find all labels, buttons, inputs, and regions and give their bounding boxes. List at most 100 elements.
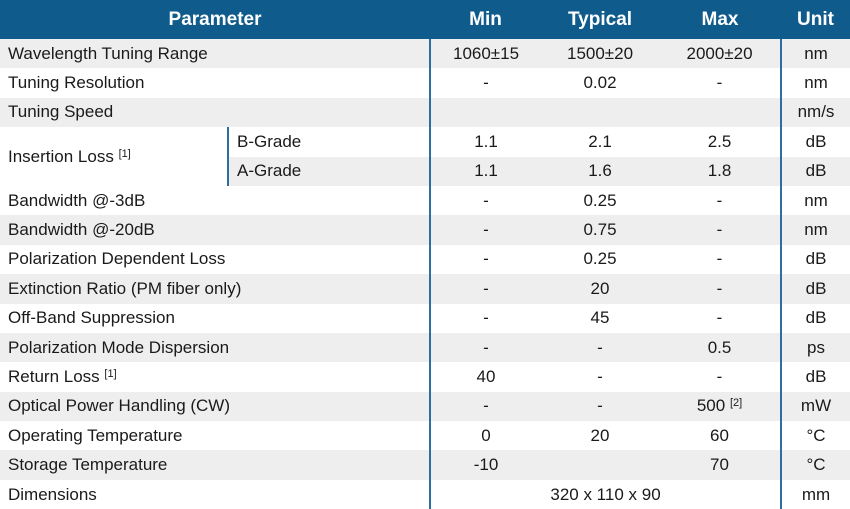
param-label: Storage Temperature	[0, 450, 431, 480]
max-value: -	[659, 215, 782, 245]
typical-value	[541, 450, 660, 480]
unit-value: ps	[780, 332, 850, 363]
table-row: Return Loss [1] 40 - - dB	[0, 362, 850, 392]
unit-value: dB	[780, 127, 850, 157]
header-min: Min	[430, 0, 542, 39]
max-value: 60	[659, 421, 782, 451]
min-value: -	[429, 68, 542, 98]
max-value: -	[659, 68, 782, 98]
max-value: 70	[659, 450, 782, 480]
param-label: Bandwidth @-3dB	[0, 185, 431, 216]
max-value: -	[659, 185, 782, 216]
param-label: Bandwidth @-20dB	[0, 215, 431, 245]
unit-value: nm	[780, 185, 850, 216]
unit-value: °C	[780, 421, 850, 451]
unit-value: dB	[780, 274, 850, 304]
param-label: Off-Band Suppression	[0, 303, 431, 333]
min-value: -	[429, 332, 542, 363]
table-row: Bandwidth @-3dB - 0.25 - nm	[0, 185, 850, 216]
header-parameter: Parameter	[0, 0, 431, 39]
header-unit: Unit	[781, 0, 850, 39]
unit-value: nm	[780, 215, 850, 245]
header-row: Parameter Min Typical Max Unit	[0, 0, 850, 39]
table-row: Operating Temperature 0 20 60 °C	[0, 421, 850, 451]
min-value: -10	[429, 450, 542, 480]
max-value: -	[659, 274, 782, 304]
min-value: -	[429, 185, 542, 216]
max-value: 1.8	[659, 156, 782, 186]
param-label: Dimensions	[0, 479, 431, 509]
param-label-return-loss: Return Loss [1]	[0, 362, 431, 392]
typical-value: 0.02	[541, 68, 660, 98]
unit-value: mW	[780, 391, 850, 422]
table-row: Polarization Dependent Loss - 0.25 - dB	[0, 244, 850, 275]
table-row: Storage Temperature -10 70 °C	[0, 450, 850, 480]
min-value: -	[429, 391, 542, 422]
min-value: -	[429, 303, 542, 333]
param-label: Tuning Resolution	[0, 68, 431, 98]
param-label: Return Loss	[8, 366, 100, 386]
param-label: Wavelength Tuning Range	[0, 39, 431, 69]
min-value: 1060±15	[429, 39, 542, 69]
unit-value: dB	[780, 303, 850, 333]
unit-value: dB	[780, 156, 850, 186]
sub-param-label: A-Grade	[226, 156, 431, 186]
min-value: -	[429, 244, 542, 275]
unit-value: mm	[780, 479, 850, 509]
max-value-cell: 500 [2]	[659, 391, 782, 422]
typical-value: 0.25	[541, 185, 660, 216]
typical-value	[541, 97, 660, 128]
param-label-insertion-loss: Insertion Loss [1]	[0, 127, 228, 186]
table-row: Tuning Resolution - 0.02 - nm	[0, 68, 850, 98]
min-value: 40	[429, 362, 542, 392]
unit-value: nm/s	[780, 97, 850, 128]
max-value: -	[659, 244, 782, 275]
footnote-ref: [1]	[118, 147, 131, 160]
footnote-ref: [2]	[729, 397, 743, 410]
typical-value: -	[541, 332, 660, 363]
typical-value: 2.1	[541, 127, 660, 157]
min-value: -	[429, 274, 542, 304]
param-label: Optical Power Handling (CW)	[0, 391, 431, 422]
header-max: Max	[659, 0, 782, 39]
sub-param-label: B-Grade	[226, 127, 431, 157]
typical-value: 0.75	[541, 215, 660, 245]
max-value	[659, 97, 782, 128]
min-value: -	[429, 215, 542, 245]
max-value: -	[659, 303, 782, 333]
typical-value: 45	[541, 303, 660, 333]
table-row: Dimensions 320 x 110 x 90 mm	[0, 479, 850, 509]
header-typical: Typical	[541, 0, 660, 39]
table-row: Wavelength Tuning Range 1060±15 1500±20 …	[0, 39, 850, 69]
dimensions-value: 320 x 110 x 90	[429, 479, 782, 509]
max-value: 500	[696, 396, 726, 416]
unit-value: nm	[780, 68, 850, 98]
typical-value: -	[541, 362, 660, 392]
typical-value: 1500±20	[541, 39, 660, 69]
max-value: -	[659, 362, 782, 392]
min-value: 1.1	[429, 156, 542, 186]
param-label: Operating Temperature	[0, 421, 431, 451]
param-label: Polarization Mode Dispersion	[0, 332, 431, 363]
max-value: 0.5	[659, 332, 782, 363]
table-row: Bandwidth @-20dB - 0.75 - nm	[0, 215, 850, 245]
typical-value: 0.25	[541, 244, 660, 275]
min-value	[429, 97, 542, 128]
typical-value: 20	[541, 274, 660, 304]
max-value: 2000±20	[659, 39, 782, 69]
table-row: Extinction Ratio (PM fiber only) - 20 - …	[0, 274, 850, 304]
typical-value: 20	[541, 421, 660, 451]
table-row: Polarization Mode Dispersion - - 0.5 ps	[0, 332, 850, 363]
param-label: Polarization Dependent Loss	[0, 244, 431, 275]
param-label: Extinction Ratio (PM fiber only)	[0, 274, 431, 304]
typical-value: 1.6	[541, 156, 660, 186]
unit-value: dB	[780, 244, 850, 275]
footnote-ref: [1]	[104, 367, 117, 380]
min-value: 1.1	[429, 127, 542, 157]
param-label: Tuning Speed	[0, 97, 431, 128]
unit-value: nm	[780, 39, 850, 69]
table-row: Insertion Loss [1] B-Grade 1.1 2.1 2.5 d…	[0, 127, 850, 186]
unit-value: °C	[780, 450, 850, 480]
table-row: Tuning Speed nm/s	[0, 97, 850, 128]
